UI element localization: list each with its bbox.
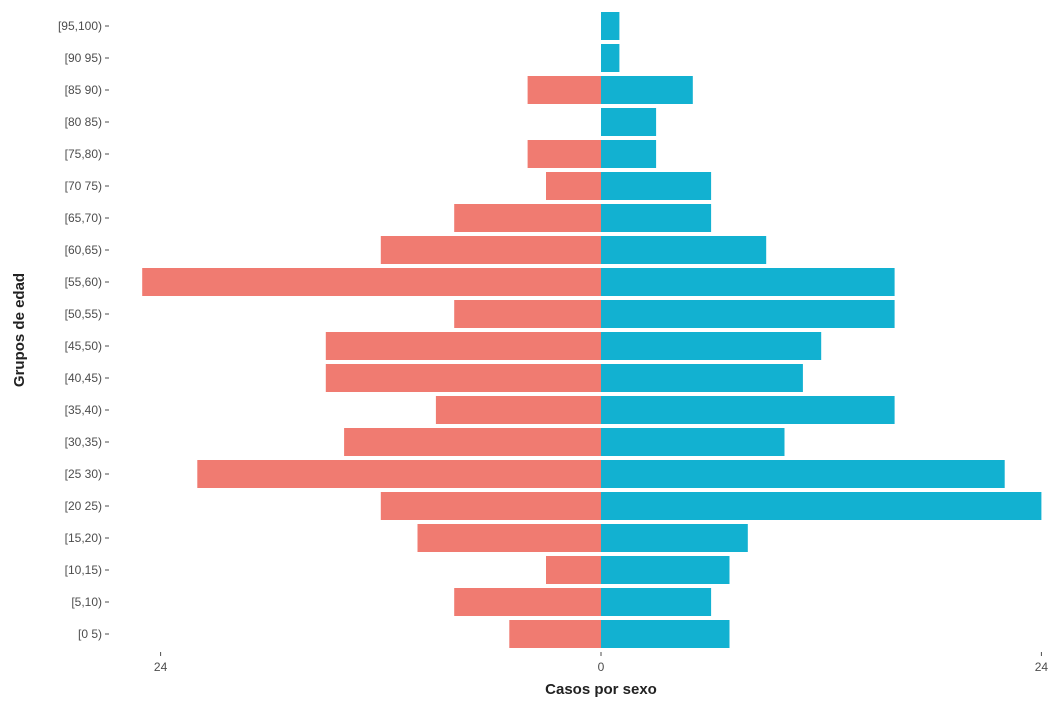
bar-right-6 [601, 428, 785, 456]
y-tick-label: [10,15) [65, 563, 102, 577]
bar-left-0 [509, 620, 602, 648]
bar-left-15 [527, 140, 601, 168]
bar-left-17 [527, 76, 601, 104]
y-tick-label: [25 30) [65, 467, 102, 481]
bar-right-18 [601, 44, 620, 72]
bar-right-19 [601, 12, 620, 40]
bar-right-16 [601, 108, 657, 136]
bar-right-14 [601, 172, 712, 200]
x-tick-label: 24 [154, 660, 168, 674]
y-tick-label: [45,50) [65, 339, 102, 353]
bar-left-3 [417, 524, 601, 552]
bar-left-14 [546, 172, 602, 200]
x-tick-label: 24 [1035, 660, 1049, 674]
bar-right-3 [601, 524, 748, 552]
y-tick-label: [15,20) [65, 531, 102, 545]
y-tick-label: [60,65) [65, 243, 102, 257]
y-tick-label: [40,45) [65, 371, 102, 385]
bar-left-4 [380, 492, 601, 520]
bar-right-7 [601, 396, 895, 424]
y-tick-label: [65,70) [65, 211, 102, 225]
y-axis: [0 5) [5,10) [10,15) [15,20) [20 25) [25 30) [… [58, 19, 109, 641]
bar-right-12 [601, 236, 767, 264]
bar-left-2 [546, 556, 602, 584]
y-tick-label: [70 75) [65, 179, 102, 193]
bar-right-9 [601, 332, 822, 360]
bar-left-9 [325, 332, 602, 360]
bar-right-1 [601, 588, 712, 616]
y-tick-label: [30,35) [65, 435, 102, 449]
bar-left-8 [325, 364, 602, 392]
bar-right-11 [601, 268, 895, 296]
bar-left-7 [435, 396, 602, 424]
y-tick-label: [5,10) [71, 595, 102, 609]
bar-right-17 [601, 76, 693, 104]
x-axis: 24 0 24 [154, 652, 1048, 674]
bar-right-15 [601, 140, 657, 168]
bar-right-5 [601, 460, 1005, 488]
bar-left-13 [454, 204, 601, 232]
x-axis-title: Casos por sexo [545, 681, 657, 698]
y-axis-title: Grupos de edad [11, 273, 28, 387]
y-tick-label: [90 95) [65, 51, 102, 65]
bar-left-1 [454, 588, 601, 616]
bar-left-6 [344, 428, 601, 456]
y-tick-label: [35,40) [65, 403, 102, 417]
bar-right-4 [601, 492, 1042, 520]
bar-right-0 [601, 620, 730, 648]
y-tick-label: [80 85) [65, 115, 102, 129]
y-tick-label: [75,80) [65, 147, 102, 161]
bars-series-right [601, 12, 1042, 648]
bar-right-2 [601, 556, 730, 584]
x-tick-label: 0 [598, 660, 605, 674]
bar-left-5 [197, 460, 602, 488]
bar-left-11 [142, 268, 601, 296]
bar-right-10 [601, 300, 895, 328]
bar-left-12 [380, 236, 601, 264]
bar-right-13 [601, 204, 712, 232]
bars-series-left [142, 76, 602, 648]
y-tick-label: [55,60) [65, 275, 102, 289]
y-tick-label: [95,100) [58, 19, 102, 33]
bar-right-8 [601, 364, 803, 392]
y-tick-label: [20 25) [65, 499, 102, 513]
y-tick-label: [0 5) [78, 627, 102, 641]
y-tick-label: [50,55) [65, 307, 102, 321]
y-tick-label: [85 90) [65, 83, 102, 97]
bar-left-10 [454, 300, 601, 328]
